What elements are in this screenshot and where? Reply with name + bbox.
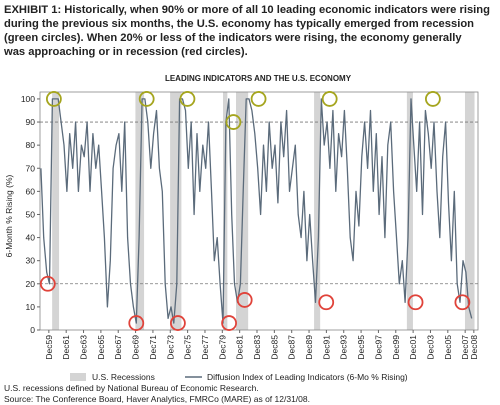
y-axis-label: 6-Month % Rising (%) xyxy=(4,175,14,258)
x-tick-label: Dec75 xyxy=(183,335,193,360)
y-tick-label: 60 xyxy=(26,186,36,196)
highlight-circle xyxy=(407,294,424,311)
x-tick-label: Dec07 xyxy=(460,335,470,360)
y-tick-label: 100 xyxy=(21,94,35,104)
y-tick-label: 70 xyxy=(26,163,36,173)
y-tick-label: 20 xyxy=(26,279,36,289)
recession-band xyxy=(170,92,182,330)
footnote: Source: The Conference Board, Haver Anal… xyxy=(4,394,310,404)
x-tick-label: Dec61 xyxy=(61,335,71,360)
recession-band xyxy=(464,92,475,330)
highlight-circle xyxy=(318,294,335,311)
y-tick-label: 30 xyxy=(26,256,36,266)
header-line: was approaching or in recession (red cir… xyxy=(3,46,248,58)
highlight-circle xyxy=(321,91,338,107)
x-tick-label: Dec89 xyxy=(304,335,314,360)
highlight-circle xyxy=(236,292,253,308)
highlight-circle xyxy=(138,91,155,107)
y-tick-label: 80 xyxy=(26,140,36,150)
recession-band xyxy=(406,92,413,330)
x-tick-label: Dec05 xyxy=(443,335,453,360)
highlight-circle xyxy=(250,91,267,107)
x-tick-label: Dec03 xyxy=(425,335,435,360)
highlight-circle xyxy=(128,315,145,331)
x-tick-label: Dec91 xyxy=(321,335,331,360)
y-tick-label: 90 xyxy=(26,117,36,127)
x-tick-label: Dec67 xyxy=(113,335,123,360)
highlight-circle xyxy=(179,91,196,107)
x-tick-label: Dec81 xyxy=(235,335,245,360)
header-line: (green circles). When 20% or less of the… xyxy=(4,32,462,44)
y-tick-label: 0 xyxy=(30,325,35,335)
y-tick-label: 10 xyxy=(26,302,36,312)
x-tick-label: Dec69 xyxy=(131,335,141,360)
highlight-circle xyxy=(424,91,441,107)
legend-label: Diffusion Index of Leading Indicators (6… xyxy=(207,372,408,382)
x-tick-label: Dec08 xyxy=(469,335,479,360)
highlight-circle xyxy=(39,275,56,292)
x-tick-label: Dec93 xyxy=(339,335,349,360)
highlight-circle xyxy=(454,294,471,311)
x-tick-label: Dec01 xyxy=(408,335,418,360)
y-tick-label: 40 xyxy=(26,233,36,243)
highlight-circle xyxy=(45,91,62,107)
recession-band xyxy=(52,92,60,330)
x-tick-label: Dec95 xyxy=(356,335,366,360)
x-tick-label: Dec65 xyxy=(96,335,106,360)
header-line: EXHIBIT 1: Historically, when 90% or mor… xyxy=(4,4,490,16)
x-tick-label: Dec87 xyxy=(287,335,297,360)
x-tick-label: Dec85 xyxy=(269,335,279,360)
header-line: during the previous six months, the U.S.… xyxy=(4,18,474,30)
y-tick-label: 50 xyxy=(26,209,36,219)
legend-swatch xyxy=(70,373,86,381)
highlight-circle xyxy=(170,315,186,331)
x-tick-label: Dec73 xyxy=(165,335,175,360)
x-tick-label: Dec63 xyxy=(79,335,89,360)
x-tick-label: Dec71 xyxy=(148,335,158,360)
recession-band xyxy=(314,92,321,330)
data-line xyxy=(40,98,473,324)
x-tick-label: Dec59 xyxy=(44,335,54,360)
x-tick-label: Dec79 xyxy=(217,335,227,360)
footnote: U.S. recessions defined by National Bure… xyxy=(4,383,259,393)
x-tick-label: Dec97 xyxy=(373,335,383,360)
highlight-circle xyxy=(225,114,242,130)
x-tick-label: Dec77 xyxy=(200,335,210,360)
highlight-circle xyxy=(221,315,237,331)
x-tick-label: Dec83 xyxy=(252,335,262,360)
legend-label: U.S. Recessions xyxy=(92,372,155,382)
x-tick-label: Dec99 xyxy=(391,335,401,360)
chart-title: LEADING INDICATORS AND THE U.S. ECONOMY xyxy=(165,74,352,83)
